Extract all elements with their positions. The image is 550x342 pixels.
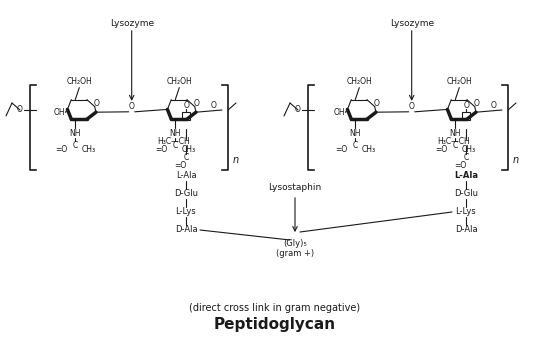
Text: NH: NH: [350, 129, 361, 138]
Text: D-Glu: D-Glu: [174, 189, 198, 198]
Text: O: O: [374, 99, 379, 108]
Text: L-Ala: L-Ala: [454, 171, 478, 181]
Text: O: O: [129, 102, 135, 111]
Text: C: C: [183, 154, 189, 162]
Text: CH₃: CH₃: [182, 145, 195, 154]
Text: Lysostaphin: Lysostaphin: [268, 183, 322, 192]
Text: (direct cross link in gram negative): (direct cross link in gram negative): [189, 303, 361, 313]
Text: O: O: [295, 105, 301, 115]
Text: CH₃: CH₃: [461, 145, 475, 154]
Text: H₃C—CH: H₃C—CH: [438, 137, 470, 146]
Text: O: O: [183, 101, 189, 110]
Text: D-Ala: D-Ala: [455, 225, 477, 235]
Text: =O: =O: [454, 161, 466, 171]
Text: (gram +): (gram +): [276, 249, 314, 258]
Text: O: O: [463, 101, 469, 110]
Text: =O: =O: [155, 145, 167, 154]
Bar: [462, 112, 470, 120]
Text: NH: NH: [449, 129, 461, 138]
Text: (Gly)₅: (Gly)₅: [283, 238, 307, 248]
Text: C: C: [353, 141, 358, 150]
Text: D-Glu: D-Glu: [454, 189, 478, 198]
Text: CH₂OH: CH₂OH: [67, 77, 92, 86]
Text: CH₃: CH₃: [361, 145, 376, 154]
Text: Lysozyme: Lysozyme: [109, 18, 154, 27]
Text: Lysozyme: Lysozyme: [389, 18, 434, 27]
Text: L-Lys: L-Lys: [455, 208, 476, 216]
Text: Peptidoglycan: Peptidoglycan: [214, 317, 336, 332]
Text: O: O: [17, 105, 23, 115]
Text: n: n: [233, 155, 239, 165]
Text: CH₃: CH₃: [81, 145, 96, 154]
Text: =O: =O: [435, 145, 447, 154]
Text: C: C: [463, 154, 469, 162]
Text: n: n: [513, 155, 519, 165]
Text: CH₂OH: CH₂OH: [167, 77, 192, 86]
Text: OH: OH: [53, 108, 65, 117]
Text: O: O: [474, 99, 480, 108]
Text: O: O: [491, 101, 497, 109]
Text: C: C: [453, 141, 458, 150]
Text: O: O: [194, 99, 200, 108]
Text: CH₂OH: CH₂OH: [346, 77, 372, 86]
Text: CH₂OH: CH₂OH: [447, 77, 472, 86]
Text: =O: =O: [55, 145, 67, 154]
Text: O: O: [409, 102, 415, 111]
Text: D-Ala: D-Ala: [175, 225, 197, 235]
Text: O: O: [94, 99, 100, 108]
Text: =O: =O: [174, 161, 186, 171]
Text: C: C: [73, 141, 78, 150]
Text: O: O: [211, 101, 217, 109]
Text: =O: =O: [335, 145, 347, 154]
Text: OH: OH: [334, 108, 345, 117]
Text: H₃C—CH: H₃C—CH: [158, 137, 190, 146]
Text: L-Lys: L-Lys: [175, 208, 196, 216]
Text: L-Ala: L-Ala: [175, 171, 196, 181]
Bar: [182, 112, 190, 120]
Text: NH: NH: [69, 129, 81, 138]
Text: NH: NH: [169, 129, 181, 138]
Text: C: C: [173, 141, 178, 150]
